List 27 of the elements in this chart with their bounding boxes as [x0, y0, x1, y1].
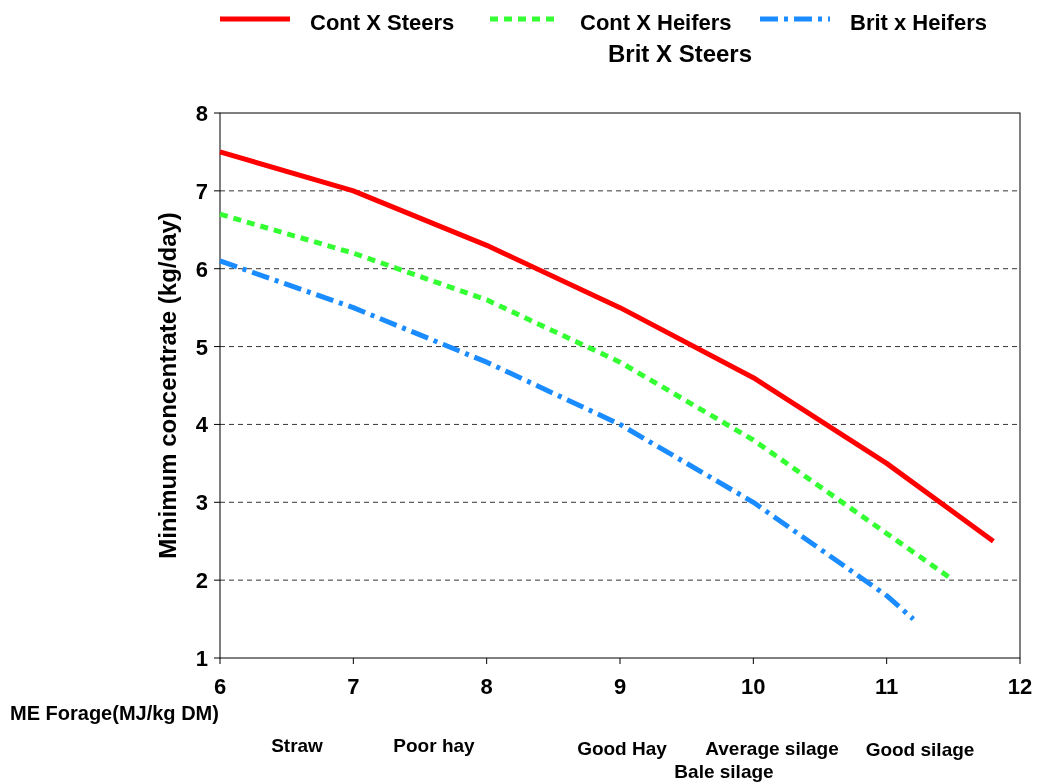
y-tick-label: 2 — [195, 568, 208, 594]
legend-label: Brit x Heifers — [850, 10, 987, 35]
y-tick-label: 6 — [195, 256, 208, 282]
y-tick-label: 5 — [195, 334, 208, 360]
legend-label: Cont X Steers — [310, 10, 455, 35]
x-tick-label: 7 — [347, 674, 360, 699]
x-axis-title: ME Forage(MJ/kg DM) — [10, 702, 219, 724]
x-tick-label: 8 — [480, 674, 493, 699]
x-tick-label: 10 — [741, 674, 766, 699]
text: Straw — [271, 735, 324, 756]
text: Good silage — [865, 739, 975, 760]
y-tick-label: 1 — [195, 646, 208, 671]
y-tick-label: 7 — [195, 178, 208, 204]
text: Bale silage — [674, 761, 774, 782]
y-axis-title: Minimum concentrate (kg/day) — [154, 212, 181, 559]
x-tick-label: 11 — [875, 674, 899, 699]
y-tick-label: 4 — [195, 412, 209, 438]
x-tick-label: 9 — [613, 674, 627, 699]
text: Poor hay — [393, 735, 476, 756]
text: Good Hay — [577, 738, 668, 759]
legend-label: Cont X Heifers — [580, 10, 732, 35]
x-tick-label: 6 — [213, 674, 227, 699]
y-tick-label: 8 — [195, 101, 208, 126]
text: Brit X Steers — [607, 40, 753, 67]
y-tick-label: 3 — [195, 490, 208, 516]
text: Average silage — [705, 738, 839, 759]
x-tick-label: 12 — [1007, 674, 1033, 699]
